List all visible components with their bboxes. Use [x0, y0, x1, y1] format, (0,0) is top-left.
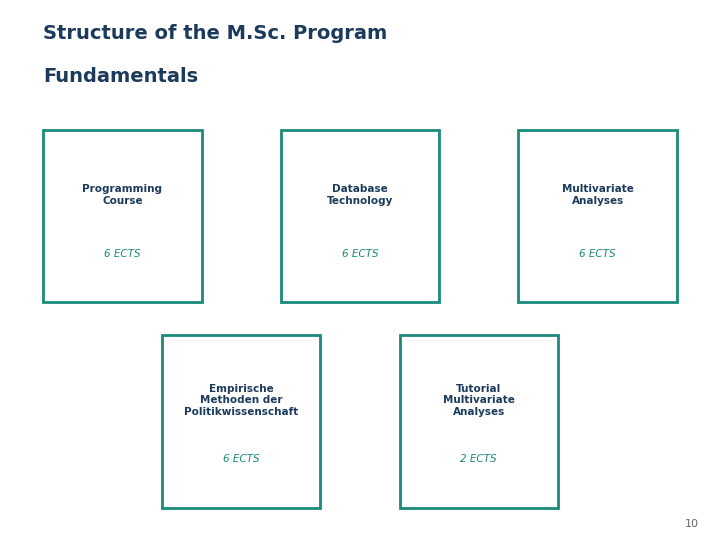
Text: 6 ECTS: 6 ECTS	[342, 249, 378, 259]
Text: Programming
Course: Programming Course	[82, 185, 163, 206]
FancyBboxPatch shape	[400, 335, 558, 508]
Text: 6 ECTS: 6 ECTS	[580, 249, 616, 259]
FancyBboxPatch shape	[162, 335, 320, 508]
Text: Fundamentals: Fundamentals	[43, 68, 198, 86]
Text: Database
Technology: Database Technology	[327, 185, 393, 206]
Text: 6 ECTS: 6 ECTS	[223, 454, 259, 464]
Text: Multivariate
Analyses: Multivariate Analyses	[562, 185, 634, 206]
Text: Tutorial
Multivariate
Analyses: Tutorial Multivariate Analyses	[443, 384, 515, 417]
FancyBboxPatch shape	[43, 130, 202, 302]
Text: 2 ECTS: 2 ECTS	[461, 454, 497, 464]
FancyBboxPatch shape	[281, 130, 439, 302]
Text: Structure of the M.Sc. Program: Structure of the M.Sc. Program	[43, 24, 387, 43]
FancyBboxPatch shape	[518, 130, 677, 302]
Text: 10: 10	[685, 519, 698, 529]
Text: 6 ECTS: 6 ECTS	[104, 249, 140, 259]
Text: Empirische
Methoden der
Politikwissenschaft: Empirische Methoden der Politikwissensch…	[184, 384, 298, 417]
